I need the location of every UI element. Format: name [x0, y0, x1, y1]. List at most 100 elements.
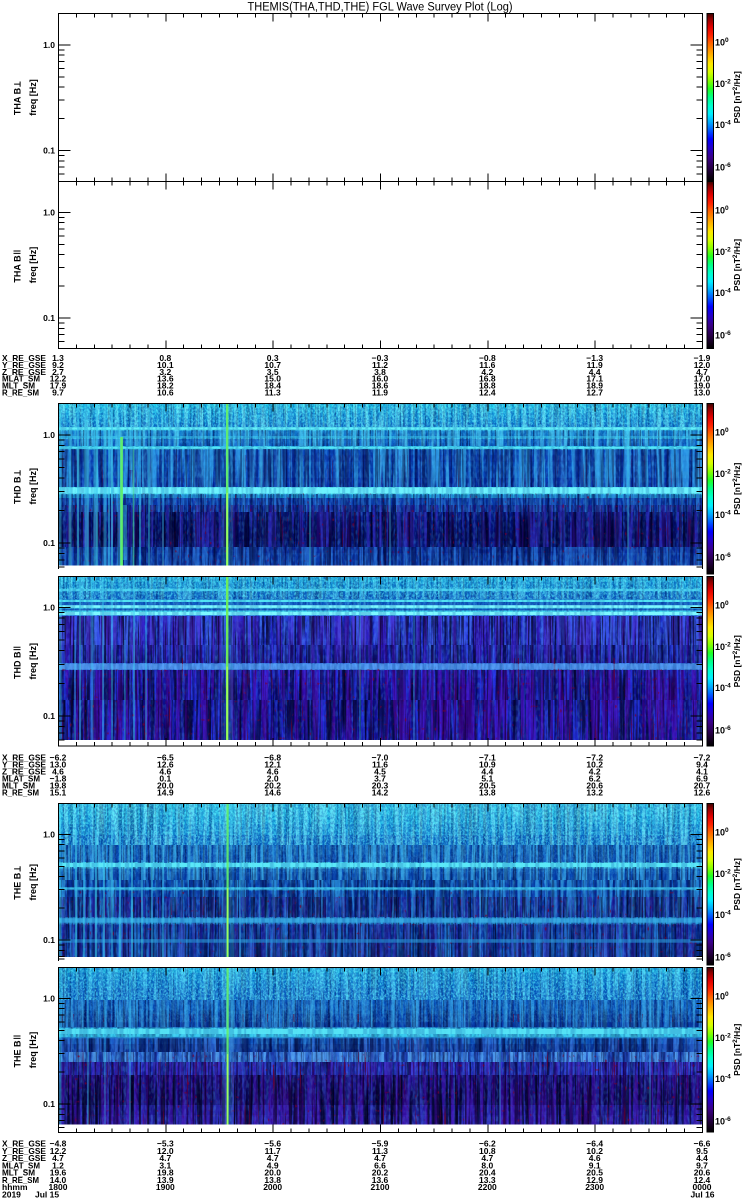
- svg-text:0.1: 0.1: [159, 774, 171, 784]
- svg-text:10-6: 10-6: [715, 725, 731, 736]
- svg-text:20.5: 20.5: [586, 1168, 603, 1178]
- svg-text:3.2: 3.2: [159, 367, 171, 377]
- svg-text:Z_RE_GSE: Z_RE_GSE: [2, 367, 46, 377]
- svg-text:4.7: 4.7: [159, 1153, 171, 1163]
- svg-text:11.2: 11.2: [372, 360, 388, 370]
- svg-text:−6.4: −6.4: [586, 1139, 603, 1149]
- svg-text:10-2: 10-2: [715, 869, 731, 880]
- svg-text:10.9: 10.9: [479, 760, 496, 770]
- svg-text:2000: 2000: [263, 1182, 282, 1192]
- svg-text:18.6: 18.6: [372, 381, 389, 391]
- svg-text:11.6: 11.6: [372, 760, 388, 770]
- svg-text:1.3: 1.3: [52, 353, 64, 363]
- svg-text:MLAT_SM: MLAT_SM: [2, 374, 40, 384]
- svg-text:2300: 2300: [585, 1182, 604, 1192]
- svg-text:20.0: 20.0: [264, 1168, 281, 1178]
- svg-text:PSD [nT2/Hz]: PSD [nT2/Hz]: [732, 635, 742, 687]
- svg-text:−7.2: −7.2: [586, 753, 603, 763]
- svg-text:1.2: 1.2: [52, 1160, 64, 1170]
- svg-text:17.1: 17.1: [586, 374, 603, 384]
- svg-text:freq [Hz]: freq [Hz]: [28, 247, 38, 284]
- svg-text:19.0: 19.0: [694, 381, 711, 391]
- svg-text:R_RE_SM: R_RE_SM: [2, 788, 39, 798]
- svg-text:freq [Hz]: freq [Hz]: [28, 864, 38, 901]
- svg-text:10-4: 10-4: [715, 1074, 731, 1085]
- svg-text:THD B: THD B: [13, 651, 23, 679]
- svg-text:15.1: 15.1: [50, 788, 67, 798]
- svg-text:20.4: 20.4: [479, 1168, 496, 1178]
- svg-text:THA B: THA B: [13, 87, 23, 115]
- svg-text:4.4: 4.4: [481, 767, 493, 777]
- svg-text:10.6: 10.6: [157, 388, 174, 398]
- svg-text:1800: 1800: [49, 1182, 68, 1192]
- svg-text:hhmm: hhmm: [2, 1182, 28, 1192]
- svg-text:4.6: 4.6: [159, 767, 171, 777]
- svg-text:12.4: 12.4: [694, 1175, 711, 1185]
- svg-text:PSD [nT2/Hz]: PSD [nT2/Hz]: [732, 239, 742, 291]
- svg-text:10-2: 10-2: [715, 1033, 731, 1044]
- svg-text:4.4: 4.4: [696, 1153, 708, 1163]
- svg-text:20.6: 20.6: [586, 781, 603, 791]
- svg-text:10.2: 10.2: [586, 760, 603, 770]
- svg-text:THE B: THE B: [13, 1040, 23, 1068]
- svg-text:11.3: 11.3: [265, 388, 281, 398]
- svg-text:4.9: 4.9: [267, 1160, 279, 1170]
- svg-text:12.2: 12.2: [50, 1146, 67, 1156]
- svg-text:13.2: 13.2: [586, 788, 603, 798]
- svg-text:13.6: 13.6: [157, 374, 174, 384]
- svg-text:10-4: 10-4: [715, 683, 731, 694]
- svg-text:R_RE_SM: R_RE_SM: [2, 388, 39, 398]
- svg-text:1.0: 1.0: [43, 208, 55, 218]
- svg-text:12.7: 12.7: [586, 388, 603, 398]
- svg-text:4.2: 4.2: [481, 367, 493, 377]
- svg-text:−0.3: −0.3: [372, 353, 389, 363]
- svg-text:4.6: 4.6: [52, 767, 64, 777]
- svg-text:11.7: 11.7: [265, 1146, 281, 1156]
- svg-text:100: 100: [715, 827, 729, 838]
- svg-text:12.2: 12.2: [50, 374, 67, 384]
- svg-text:MLT_SM: MLT_SM: [2, 1168, 35, 1178]
- svg-text:−1.8: −1.8: [50, 774, 67, 784]
- svg-text:−6.8: −6.8: [264, 753, 281, 763]
- svg-text:12.4: 12.4: [479, 388, 496, 398]
- svg-text:10-2: 10-2: [715, 469, 731, 480]
- svg-text:2200: 2200: [478, 1182, 497, 1192]
- svg-text:11.9: 11.9: [372, 388, 388, 398]
- svg-text:18.8: 18.8: [479, 381, 496, 391]
- svg-text:−6.2: −6.2: [479, 1139, 496, 1149]
- svg-text:0.1: 0.1: [43, 1099, 55, 1109]
- svg-text:14.0: 14.0: [50, 1175, 67, 1185]
- svg-text:18.9: 18.9: [586, 381, 603, 391]
- svg-text:10.7: 10.7: [264, 360, 281, 370]
- svg-text:10.8: 10.8: [479, 1146, 496, 1156]
- svg-text:13.6: 13.6: [372, 1175, 389, 1185]
- svg-text:10-2: 10-2: [715, 247, 731, 258]
- svg-text:freq [Hz]: freq [Hz]: [28, 1032, 38, 1069]
- svg-text:8.0: 8.0: [481, 1160, 493, 1170]
- svg-text:X_RE_GSE: X_RE_GSE: [2, 753, 46, 763]
- svg-text:13.9: 13.9: [157, 1175, 174, 1185]
- svg-text:THD B: THD B: [13, 476, 23, 504]
- svg-text:Jul 16: Jul 16: [690, 1189, 714, 1199]
- svg-text:4.1: 4.1: [696, 767, 708, 777]
- svg-text:12.0: 12.0: [694, 360, 711, 370]
- svg-text:PSD [nT2/Hz]: PSD [nT2/Hz]: [732, 1023, 742, 1075]
- svg-text:0.1: 0.1: [43, 711, 55, 721]
- svg-text:freq [Hz]: freq [Hz]: [28, 468, 38, 505]
- svg-text:4.4: 4.4: [589, 367, 601, 377]
- svg-text:11.3: 11.3: [372, 1146, 388, 1156]
- svg-text:20.0: 20.0: [157, 781, 174, 791]
- svg-text:10.1: 10.1: [157, 360, 174, 370]
- svg-text:THE B: THE B: [13, 872, 23, 900]
- svg-text:1900: 1900: [156, 1182, 175, 1192]
- svg-text:freq [Hz]: freq [Hz]: [28, 643, 38, 680]
- svg-text:Y_RE_GSE: Y_RE_GSE: [2, 1146, 46, 1156]
- svg-text:15.0: 15.0: [264, 374, 281, 384]
- svg-text:−1.3: −1.3: [586, 353, 603, 363]
- svg-text:12.1: 12.1: [264, 760, 281, 770]
- svg-text:19.8: 19.8: [50, 781, 67, 791]
- svg-text:10-6: 10-6: [715, 952, 731, 963]
- svg-text:0.1: 0.1: [43, 538, 55, 548]
- svg-text:13.0: 13.0: [694, 388, 711, 398]
- svg-text:10-4: 10-4: [715, 910, 731, 921]
